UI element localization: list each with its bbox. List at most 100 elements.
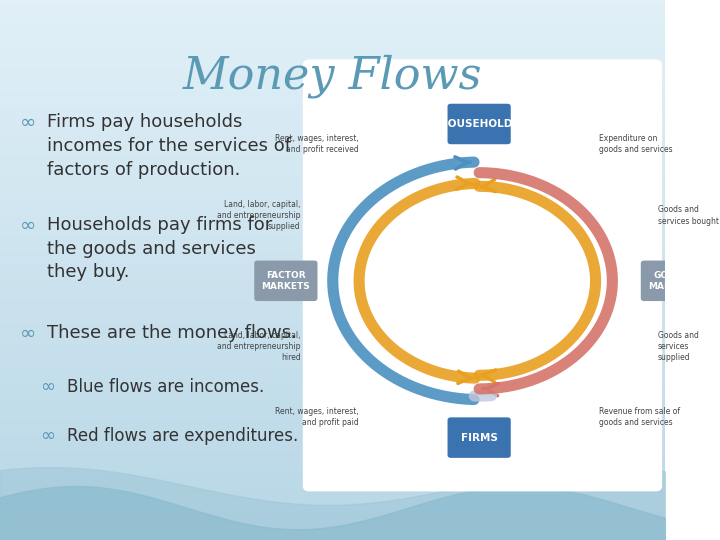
- Bar: [0, 200, 665, 205]
- Bar: [0, 92, 665, 97]
- Bar: [0, 194, 665, 200]
- Bar: [0, 11, 665, 16]
- Bar: [0, 81, 665, 86]
- Bar: [0, 259, 665, 265]
- Bar: [0, 292, 665, 297]
- Bar: [0, 319, 665, 324]
- Text: HOUSEHOLDS: HOUSEHOLDS: [438, 119, 520, 129]
- FancyBboxPatch shape: [641, 261, 704, 301]
- Bar: [0, 151, 665, 157]
- Text: Land, labor, capital,
and entrepreneurship
hired: Land, labor, capital, and entrepreneursh…: [217, 330, 300, 362]
- Bar: [0, 32, 665, 38]
- Text: ∞: ∞: [40, 378, 55, 396]
- Bar: [0, 65, 665, 70]
- Text: ∞: ∞: [40, 427, 55, 444]
- Bar: [0, 221, 665, 227]
- Bar: [0, 281, 665, 286]
- Bar: [0, 211, 665, 216]
- Text: Red flows are expenditures.: Red flows are expenditures.: [66, 427, 298, 444]
- Bar: [0, 162, 665, 167]
- Text: Goods and
services bought: Goods and services bought: [658, 205, 719, 226]
- Bar: [0, 227, 665, 232]
- Text: Goods and
services
supplied: Goods and services supplied: [658, 330, 698, 362]
- Bar: [0, 508, 665, 513]
- Bar: [0, 270, 665, 275]
- Bar: [0, 378, 665, 383]
- Bar: [0, 49, 665, 54]
- Bar: [0, 124, 665, 130]
- Bar: [0, 22, 665, 27]
- Bar: [0, 475, 665, 481]
- Bar: [0, 497, 665, 502]
- Bar: [0, 481, 665, 486]
- Bar: [0, 486, 665, 491]
- Bar: [0, 265, 665, 270]
- Bar: [0, 103, 665, 108]
- Bar: [0, 184, 665, 189]
- Bar: [0, 130, 665, 135]
- Bar: [0, 275, 665, 281]
- Bar: [0, 97, 665, 103]
- Bar: [0, 535, 665, 540]
- Bar: [0, 0, 665, 5]
- Bar: [0, 416, 665, 421]
- Text: Rent, wages, interest,
and profit received: Rent, wages, interest, and profit receiv…: [275, 134, 359, 154]
- Bar: [0, 502, 665, 508]
- Bar: [0, 437, 665, 443]
- Text: Households pay firms for
the goods and services
they buy.: Households pay firms for the goods and s…: [47, 216, 272, 281]
- Bar: [0, 38, 665, 43]
- Bar: [0, 108, 665, 113]
- Bar: [0, 308, 665, 313]
- Bar: [0, 362, 665, 367]
- Text: FACTOR
MARKETS: FACTOR MARKETS: [261, 271, 310, 291]
- Bar: [0, 119, 665, 124]
- Bar: [0, 524, 665, 529]
- Bar: [0, 513, 665, 518]
- Bar: [0, 394, 665, 400]
- Text: ∞: ∞: [20, 113, 36, 132]
- Bar: [0, 59, 665, 65]
- Bar: [0, 346, 665, 351]
- Bar: [0, 443, 665, 448]
- Bar: [0, 448, 665, 454]
- Bar: [0, 383, 665, 389]
- Text: Revenue from sale of
goods and services: Revenue from sale of goods and services: [599, 407, 680, 428]
- Bar: [0, 254, 665, 259]
- Bar: [0, 157, 665, 162]
- Bar: [0, 389, 665, 394]
- Text: Expenditure on
goods and services: Expenditure on goods and services: [599, 134, 672, 154]
- Bar: [0, 335, 665, 340]
- Bar: [0, 113, 665, 119]
- Text: Land, labor, capital,
and entrepreneurship
supplied: Land, labor, capital, and entrepreneursh…: [217, 200, 300, 231]
- Bar: [0, 135, 665, 140]
- Bar: [0, 373, 665, 378]
- Bar: [0, 243, 665, 248]
- Bar: [0, 16, 665, 22]
- Bar: [0, 140, 665, 146]
- Text: These are the money flows.: These are the money flows.: [47, 324, 297, 342]
- Bar: [0, 167, 665, 173]
- Bar: [0, 5, 665, 11]
- FancyBboxPatch shape: [254, 261, 318, 301]
- Bar: [0, 464, 665, 470]
- Bar: [0, 405, 665, 410]
- Text: ∞: ∞: [20, 216, 36, 235]
- Bar: [0, 529, 665, 535]
- Bar: [0, 367, 665, 373]
- Bar: [0, 324, 665, 329]
- Text: FIRMS: FIRMS: [461, 433, 498, 443]
- Text: Rent, wages, interest,
and profit paid: Rent, wages, interest, and profit paid: [275, 407, 359, 428]
- Bar: [0, 286, 665, 292]
- Text: Money Flows: Money Flows: [183, 54, 482, 98]
- Bar: [0, 178, 665, 184]
- Bar: [0, 232, 665, 238]
- Bar: [0, 518, 665, 524]
- Bar: [0, 410, 665, 416]
- Bar: [0, 238, 665, 243]
- Text: Firms pay households
incomes for the services of
factors of production.: Firms pay households incomes for the ser…: [47, 113, 291, 179]
- Bar: [0, 173, 665, 178]
- Bar: [0, 248, 665, 254]
- Bar: [0, 54, 665, 59]
- Bar: [0, 427, 665, 432]
- Bar: [0, 459, 665, 464]
